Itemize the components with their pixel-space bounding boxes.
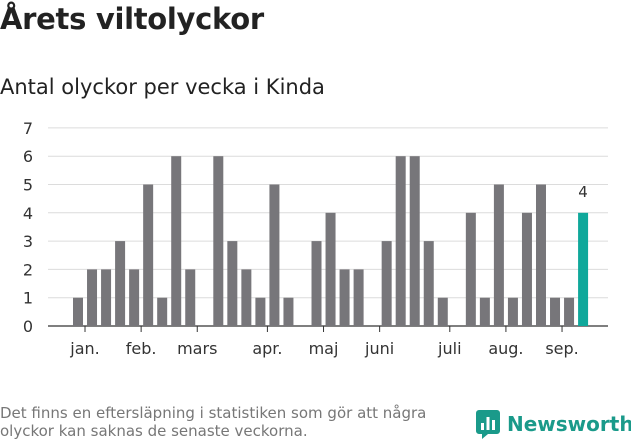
bar xyxy=(535,184,546,326)
footnote: Det finns en eftersläpning i statistiken… xyxy=(0,404,427,440)
bar xyxy=(564,297,575,326)
bar xyxy=(255,297,266,326)
x-tick-label: sep. xyxy=(545,339,578,358)
bar xyxy=(87,269,98,326)
bar xyxy=(521,212,532,326)
bar xyxy=(185,269,196,326)
y-tick-label: 3 xyxy=(23,232,33,251)
y-tick-label: 2 xyxy=(23,260,33,279)
bar xyxy=(143,184,154,326)
bar xyxy=(213,156,224,326)
bar-highlight xyxy=(578,212,589,326)
bar xyxy=(507,297,518,326)
y-tick-label: 6 xyxy=(23,147,33,166)
x-tick-label: jan. xyxy=(69,339,99,358)
y-tick-label: 4 xyxy=(23,204,33,223)
y-tick-label: 7 xyxy=(23,119,33,138)
bar xyxy=(157,297,168,326)
bar xyxy=(283,297,294,326)
bar xyxy=(339,269,350,326)
bar xyxy=(325,212,336,326)
bar xyxy=(269,184,280,326)
x-tick-label: apr. xyxy=(252,339,282,358)
x-tick-label: maj xyxy=(309,339,339,358)
bar xyxy=(381,241,392,326)
bar xyxy=(423,241,434,326)
bar xyxy=(493,184,504,326)
bar xyxy=(227,241,238,326)
newsworthy-logo: Newsworthy xyxy=(476,409,631,439)
newsworthy-logo-icon xyxy=(476,410,500,439)
bar xyxy=(241,269,252,326)
bar xyxy=(73,297,83,326)
bar xyxy=(353,269,364,326)
highlight-value-label: 4 xyxy=(578,183,588,201)
bar xyxy=(129,269,140,326)
y-tick-label: 0 xyxy=(23,317,33,336)
y-tick-label: 1 xyxy=(23,289,33,308)
x-tick-label: feb. xyxy=(126,339,157,358)
bar xyxy=(437,297,448,326)
x-tick-label: aug. xyxy=(488,339,523,358)
bar xyxy=(171,156,182,326)
x-tick-label: juli xyxy=(437,339,461,358)
bar xyxy=(311,241,322,326)
bar xyxy=(101,269,112,326)
x-tick-label: mars xyxy=(177,339,217,358)
x-tick-label: juni xyxy=(364,339,394,358)
y-tick-label: 5 xyxy=(23,176,33,195)
chart-subtitle: Antal olyckor per vecka i Kinda xyxy=(0,75,325,99)
chart-title: Årets viltolyckor xyxy=(0,2,264,36)
bar xyxy=(115,241,126,326)
bar-chart: 0 1 2 3 4 5 6 7 4 jan. feb. mars apr. maj juni juli aug.… xyxy=(23,119,608,358)
bar xyxy=(409,156,420,326)
bar xyxy=(479,297,490,326)
bar xyxy=(395,156,406,326)
bar xyxy=(465,212,476,326)
bar xyxy=(550,297,561,326)
newsworthy-logo-text: Newsworthy xyxy=(507,412,631,436)
